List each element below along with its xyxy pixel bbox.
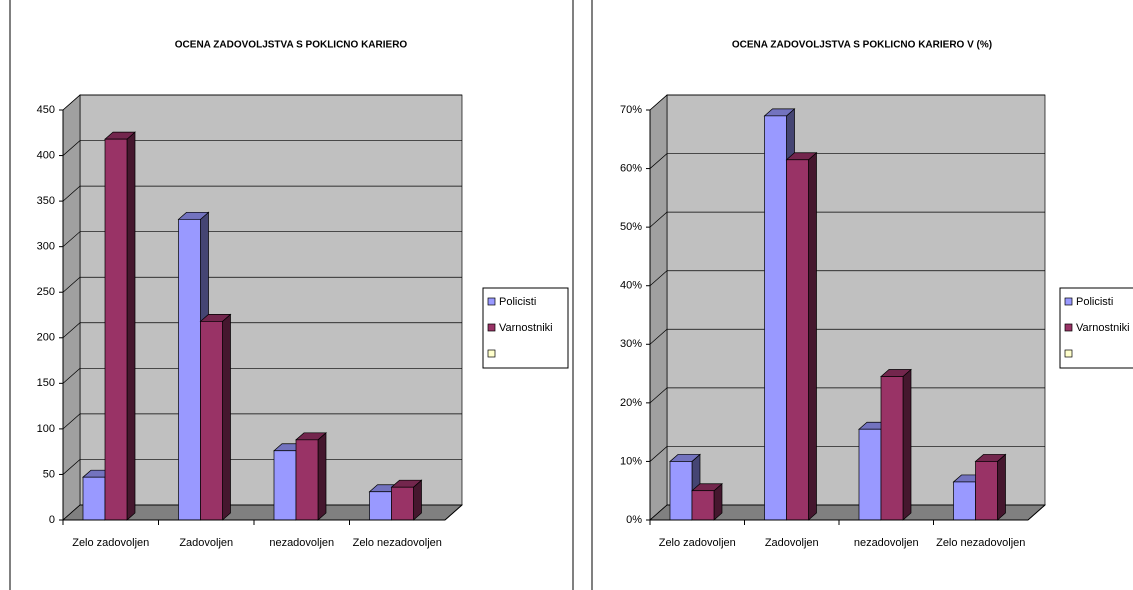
y-tick-label: 50% [620,221,642,233]
grid-line [649,446,1045,462]
x-axis-end [1027,504,1046,521]
x-tick-label: Zelo zadovoljen [72,537,150,549]
x-tick-label: Zadovoljen [179,537,234,549]
y-tick-label: 20% [620,397,642,409]
bar [104,138,128,521]
grid-line [62,459,462,475]
bar-side [902,368,912,521]
bar [369,491,392,521]
bar-side [126,131,136,521]
legend-label: Varnostniki [1076,322,1130,334]
grid-line [649,328,1045,345]
legend-label: Policisti [499,296,536,308]
y-tick-label: 60% [620,162,642,174]
grid-line [649,387,1045,404]
bar [391,486,414,521]
legend-swatch [1064,323,1073,332]
x-tick-label: Zelo zadovoljen [658,537,736,549]
legend-swatch [1064,297,1073,306]
legend-swatch [487,297,496,306]
y-tick-label: 50 [43,468,55,480]
legend-label: Policisti [1076,296,1113,308]
y-tick-label: 10% [620,455,642,467]
bar [178,218,201,521]
grid-line [62,322,462,339]
y-tick-label: 450 [37,104,55,116]
legend-label: Varnostniki [499,322,553,334]
grid-line [62,94,462,111]
bar [786,159,809,521]
bar [880,376,904,521]
x-tick-label: nezadovoljen [269,537,335,549]
grid-line [62,276,462,293]
y-tick-label: 70% [620,104,642,116]
legend-swatch [1064,349,1073,358]
bar [295,439,319,521]
y-tick-label: 150 [37,377,55,389]
x-tick-label: Zadovoljen [764,537,819,549]
bar [953,481,976,521]
x-tick-label: nezadovoljen [853,537,919,549]
x-tick-label: Zelo nezadovoljen [352,537,442,549]
legend-swatch [487,323,496,332]
side-wall [62,94,81,521]
grid-line [649,94,1045,111]
y-tick-label: 350 [37,195,55,207]
grid-line [649,153,1045,169]
bar [975,461,998,521]
y-tick-label: 0 [49,514,55,526]
chart-title: OCENA ZADOVOLJSTVA S POKLICNO KARIERO [175,40,408,51]
y-tick-label: 200 [37,332,55,344]
bar [82,476,106,521]
y-tick-label: 100 [37,423,55,435]
back-wall [666,94,1046,506]
grid-line [62,504,462,521]
grid-line [649,211,1045,228]
back-wall [79,94,463,506]
y-tick-label: 30% [620,338,642,350]
legend [482,287,569,369]
bar-side [222,313,231,521]
bar [200,321,223,521]
bar [669,461,693,521]
bar-side [317,432,327,521]
y-tick-label: 0% [626,514,642,526]
bar [764,115,787,521]
bar [691,490,715,521]
bar-side [997,453,1006,521]
side-wall [649,94,668,521]
grid-line [649,270,1045,286]
grid-line [62,413,462,430]
grid-line [62,185,462,202]
x-axis-end [444,504,463,521]
bar [273,450,297,521]
grid-line [649,504,1045,521]
y-tick-label: 300 [37,241,55,253]
x-tick-label: Zelo nezadovoljen [936,537,1026,549]
grid-line [62,367,462,384]
bar-side [808,152,817,521]
bar [858,428,882,521]
grid-line [62,231,462,247]
y-tick-label: 250 [37,286,55,298]
chart-title: OCENA ZADOVOLJSTVA S POKLICNO KARIERO V … [732,40,992,51]
y-tick-label: 40% [620,280,642,292]
y-tick-label: 400 [37,149,55,161]
grid-line [62,140,462,156]
legend-swatch [487,349,496,358]
